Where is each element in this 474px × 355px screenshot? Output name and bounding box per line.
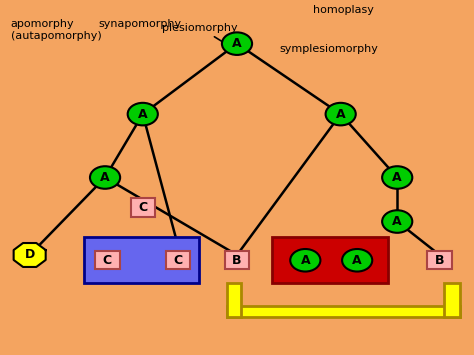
FancyBboxPatch shape [428, 251, 452, 269]
Circle shape [382, 166, 412, 189]
Circle shape [326, 103, 356, 125]
Text: A: A [301, 254, 310, 267]
Text: A: A [352, 254, 362, 267]
Text: apomorphy
(autapomorphy): apomorphy (autapomorphy) [11, 19, 101, 40]
FancyBboxPatch shape [130, 198, 155, 217]
FancyBboxPatch shape [227, 283, 241, 317]
Circle shape [382, 210, 412, 233]
Text: A: A [392, 215, 402, 228]
FancyBboxPatch shape [273, 237, 388, 283]
Text: C: C [103, 254, 112, 267]
Text: C: C [138, 201, 147, 214]
Circle shape [222, 32, 252, 55]
FancyBboxPatch shape [166, 251, 191, 269]
Text: symplesiomorphy: symplesiomorphy [280, 44, 378, 54]
Circle shape [342, 249, 372, 272]
FancyBboxPatch shape [444, 283, 460, 317]
Text: D: D [25, 248, 35, 262]
Text: A: A [392, 171, 402, 184]
Circle shape [128, 103, 158, 125]
Text: A: A [138, 108, 147, 121]
Text: synapomorphy: synapomorphy [99, 19, 182, 29]
FancyBboxPatch shape [95, 251, 119, 269]
Text: B: B [435, 254, 445, 267]
Circle shape [90, 166, 120, 189]
Text: plesiomorphy: plesiomorphy [162, 22, 237, 48]
Circle shape [290, 249, 320, 272]
Text: A: A [232, 37, 242, 50]
FancyBboxPatch shape [227, 306, 460, 317]
Text: A: A [100, 171, 110, 184]
FancyBboxPatch shape [84, 237, 199, 283]
Text: B: B [232, 254, 242, 267]
Text: C: C [173, 254, 182, 267]
Text: homoplasy: homoplasy [312, 5, 374, 15]
Polygon shape [14, 243, 46, 267]
Text: A: A [336, 108, 346, 121]
FancyBboxPatch shape [225, 251, 249, 269]
